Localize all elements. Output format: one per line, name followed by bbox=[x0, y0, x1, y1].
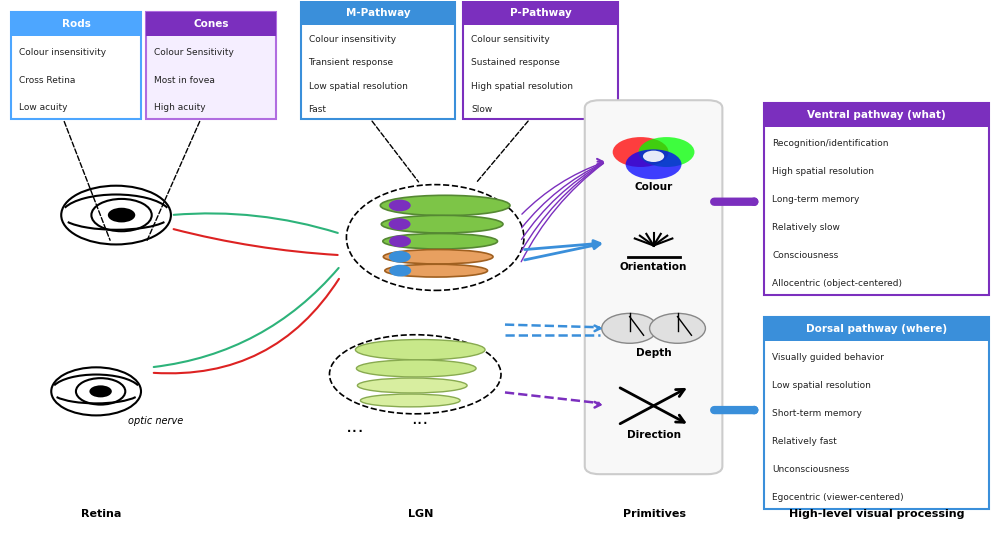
Text: Direction: Direction bbox=[627, 430, 681, 440]
FancyBboxPatch shape bbox=[301, 2, 455, 25]
Circle shape bbox=[602, 314, 658, 343]
Ellipse shape bbox=[381, 215, 503, 233]
Circle shape bbox=[389, 251, 411, 263]
FancyBboxPatch shape bbox=[11, 12, 141, 36]
Ellipse shape bbox=[355, 339, 485, 360]
Circle shape bbox=[389, 218, 411, 230]
Text: Low spatial resolution: Low spatial resolution bbox=[772, 381, 871, 390]
Text: Retina: Retina bbox=[81, 509, 121, 519]
FancyBboxPatch shape bbox=[764, 103, 989, 295]
Text: Depth: Depth bbox=[636, 348, 671, 358]
Text: High acuity: High acuity bbox=[154, 104, 206, 112]
Text: Rods: Rods bbox=[62, 19, 91, 29]
Ellipse shape bbox=[383, 234, 498, 249]
FancyBboxPatch shape bbox=[463, 2, 618, 119]
FancyBboxPatch shape bbox=[764, 317, 989, 509]
FancyBboxPatch shape bbox=[585, 100, 722, 474]
Text: Relatively fast: Relatively fast bbox=[772, 437, 837, 446]
Text: Consciousness: Consciousness bbox=[772, 251, 838, 260]
Text: High-level visual processing: High-level visual processing bbox=[789, 509, 965, 519]
Text: High spatial resolution: High spatial resolution bbox=[772, 168, 874, 176]
Text: Slow: Slow bbox=[471, 105, 492, 114]
Text: Long-term memory: Long-term memory bbox=[772, 195, 860, 205]
Ellipse shape bbox=[385, 264, 488, 277]
Text: Colour Sensitivity: Colour Sensitivity bbox=[154, 48, 234, 57]
Ellipse shape bbox=[380, 195, 510, 216]
Circle shape bbox=[89, 386, 112, 397]
Text: Colour sensitivity: Colour sensitivity bbox=[471, 35, 550, 44]
Circle shape bbox=[626, 149, 681, 179]
Text: High spatial resolution: High spatial resolution bbox=[471, 82, 573, 91]
FancyBboxPatch shape bbox=[146, 12, 276, 36]
FancyBboxPatch shape bbox=[764, 317, 989, 340]
Ellipse shape bbox=[360, 394, 460, 407]
FancyBboxPatch shape bbox=[301, 2, 455, 119]
Text: optic nerve: optic nerve bbox=[128, 416, 184, 426]
Text: Most in fovea: Most in fovea bbox=[154, 76, 215, 85]
Text: P-Pathway: P-Pathway bbox=[510, 9, 571, 18]
Text: Allocentric (object-centered): Allocentric (object-centered) bbox=[772, 279, 902, 288]
Text: LGN: LGN bbox=[408, 509, 433, 519]
Circle shape bbox=[389, 235, 411, 247]
Text: Visually guided behavior: Visually guided behavior bbox=[772, 353, 884, 362]
Text: Cones: Cones bbox=[193, 19, 229, 29]
Text: Transient response: Transient response bbox=[309, 59, 394, 67]
FancyBboxPatch shape bbox=[764, 103, 989, 127]
Text: Low acuity: Low acuity bbox=[19, 104, 68, 112]
FancyBboxPatch shape bbox=[146, 12, 276, 119]
Text: Colour insensitivity: Colour insensitivity bbox=[19, 48, 106, 57]
Circle shape bbox=[643, 151, 664, 162]
Text: Low spatial resolution: Low spatial resolution bbox=[309, 82, 407, 91]
Text: Cross Retina: Cross Retina bbox=[19, 76, 76, 85]
Ellipse shape bbox=[356, 360, 476, 377]
Text: Ventral pathway (what): Ventral pathway (what) bbox=[807, 110, 946, 120]
Text: Recognition/identification: Recognition/identification bbox=[772, 139, 889, 148]
Circle shape bbox=[650, 314, 705, 343]
Text: Short-term memory: Short-term memory bbox=[772, 409, 862, 418]
Circle shape bbox=[389, 265, 411, 277]
Text: Relatively slow: Relatively slow bbox=[772, 223, 840, 233]
Text: Egocentric (viewer-centered): Egocentric (viewer-centered) bbox=[772, 493, 904, 502]
Text: Fast: Fast bbox=[309, 105, 327, 114]
Circle shape bbox=[639, 137, 694, 167]
Circle shape bbox=[108, 208, 135, 222]
Text: Sustained response: Sustained response bbox=[471, 59, 560, 67]
Text: Unconsciousness: Unconsciousness bbox=[772, 465, 849, 474]
Text: Primitives: Primitives bbox=[623, 509, 686, 519]
Text: Colour: Colour bbox=[634, 182, 673, 192]
Text: ...: ... bbox=[412, 410, 429, 428]
Text: Dorsal pathway (where): Dorsal pathway (where) bbox=[806, 324, 947, 333]
FancyBboxPatch shape bbox=[11, 12, 141, 119]
Circle shape bbox=[389, 200, 411, 212]
Text: Colour insensitivity: Colour insensitivity bbox=[309, 35, 396, 44]
Ellipse shape bbox=[357, 378, 467, 393]
Ellipse shape bbox=[383, 250, 493, 264]
FancyBboxPatch shape bbox=[463, 2, 618, 25]
Text: Orientation: Orientation bbox=[620, 262, 687, 272]
Circle shape bbox=[613, 137, 669, 167]
Text: ...: ... bbox=[346, 417, 365, 436]
Text: M-Pathway: M-Pathway bbox=[346, 9, 410, 18]
